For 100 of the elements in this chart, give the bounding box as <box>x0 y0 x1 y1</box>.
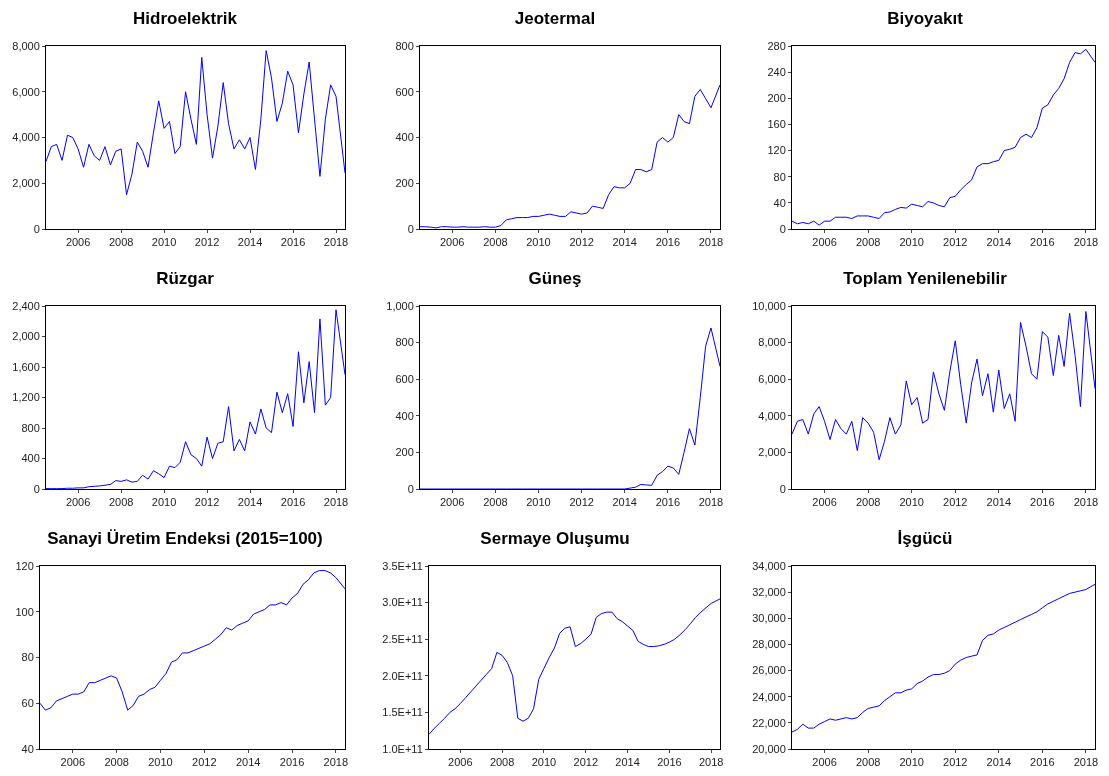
chart-title: Jeotermal <box>514 8 596 28</box>
y-tick-label: 2,400 <box>12 299 40 312</box>
x-tick-label: 2012 <box>943 496 968 509</box>
y-tick-label: 1,600 <box>12 360 40 373</box>
y-tick-label: 400 <box>395 131 414 144</box>
y-tick-label: 800 <box>395 336 414 349</box>
x-tick-label: 2006 <box>812 496 837 509</box>
y-tick-label: 28,000 <box>752 638 786 651</box>
line-series <box>792 583 1095 733</box>
x-tick-label: 2006 <box>65 496 91 509</box>
y-tick-label: 34,000 <box>752 559 786 572</box>
x-tick-label: 2008 <box>855 236 881 249</box>
x-tick-label: 2014 <box>235 756 261 769</box>
y-tick-label: 200 <box>767 92 786 105</box>
y-tick-label: 600 <box>395 85 414 98</box>
line-series <box>429 598 720 735</box>
y-tick-label: 30,000 <box>752 612 786 625</box>
chart-title: İşgücü <box>897 528 953 548</box>
x-tick-label: 2018 <box>1073 756 1099 769</box>
x-tick-label: 2006 <box>812 756 837 769</box>
x-tick-label: 2008 <box>483 236 508 249</box>
y-tick-label: 80 <box>21 651 34 664</box>
x-tick-label: 2008 <box>855 496 881 509</box>
line-series <box>792 310 1095 461</box>
x-tick-label: 2018 <box>698 236 724 249</box>
y-tick-label: 2.0E+11 <box>382 669 423 682</box>
x-tick-label: 2014 <box>237 496 263 509</box>
y-tick-label: 1,000 <box>386 299 414 312</box>
y-tick-label: 2,000 <box>12 177 40 190</box>
y-tick-label: 4,000 <box>758 409 786 422</box>
y-tick-label: 0 <box>33 482 40 495</box>
x-tick-label: 2010 <box>151 496 177 509</box>
y-tick-label: 10,000 <box>752 299 786 312</box>
y-tick-label: 160 <box>767 118 786 131</box>
x-tick-label: 2016 <box>657 756 682 769</box>
x-tick-label: 2010 <box>148 756 173 769</box>
y-tick-label: 24,000 <box>752 690 786 703</box>
y-tick-label: 2.5E+11 <box>382 633 423 646</box>
x-tick-label: 2018 <box>699 756 724 769</box>
line-series <box>420 84 720 229</box>
x-tick-label: 2016 <box>280 236 306 249</box>
x-tick-label: 2006 <box>65 236 91 249</box>
x-tick-label: 2012 <box>569 236 594 249</box>
line-series <box>46 50 345 196</box>
chart-title: Hidroelektrik <box>133 8 238 28</box>
y-tick-label: 26,000 <box>752 664 786 677</box>
chart-title: Toplam Yenilenebilir <box>843 268 1008 288</box>
y-tick-label: 0 <box>33 222 40 235</box>
x-tick-label: 2016 <box>1030 756 1055 769</box>
x-tick-label: 2018 <box>698 496 724 509</box>
x-tick-label: 2006 <box>60 756 86 769</box>
x-tick-label: 2014 <box>615 756 640 769</box>
x-tick-label: 2016 <box>1030 496 1055 509</box>
x-tick-label: 2016 <box>280 496 306 509</box>
y-tick-label: 280 <box>767 39 786 52</box>
y-tick-label: 8,000 <box>12 39 40 52</box>
x-tick-label: 2018 <box>323 496 349 509</box>
x-tick-label: 2012 <box>192 756 217 769</box>
chart-title: Biyoyakıt <box>887 8 964 28</box>
x-tick-label: 2006 <box>439 236 465 249</box>
y-tick-label: 400 <box>395 409 414 422</box>
x-tick-label: 2018 <box>323 236 349 249</box>
y-tick-label: 0 <box>779 222 786 235</box>
x-tick-label: 2012 <box>194 496 220 509</box>
chart-title: Güneş <box>528 268 582 288</box>
y-tick-label: 6,000 <box>12 85 40 98</box>
y-tick-label: 80 <box>773 170 786 183</box>
line-series <box>792 48 1095 226</box>
x-tick-label: 2018 <box>1073 496 1099 509</box>
y-tick-label: 6,000 <box>758 373 786 386</box>
x-tick-label: 2010 <box>526 236 551 249</box>
y-tick-label: 22,000 <box>752 716 786 729</box>
x-tick-label: 2014 <box>986 756 1012 769</box>
x-tick-label: 2010 <box>531 756 557 769</box>
x-tick-label: 2008 <box>483 496 508 509</box>
y-tick-label: 32,000 <box>752 585 786 598</box>
chart-title: Rüzgar <box>156 268 215 288</box>
x-tick-label: 2018 <box>1073 236 1099 249</box>
x-tick-label: 2010 <box>526 496 551 509</box>
y-tick-label: 1.0E+11 <box>382 742 423 755</box>
x-tick-label: 2016 <box>1030 236 1055 249</box>
y-tick-label: 40 <box>773 196 786 209</box>
x-tick-label: 2016 <box>279 756 305 769</box>
x-tick-label: 2008 <box>108 236 134 249</box>
x-tick-label: 2012 <box>573 756 599 769</box>
y-tick-label: 600 <box>395 373 414 386</box>
y-tick-label: 20,000 <box>752 742 786 755</box>
y-tick-label: 60 <box>21 697 34 710</box>
x-tick-label: 2006 <box>448 756 473 769</box>
y-tick-label: 0 <box>779 482 786 495</box>
x-tick-label: 2010 <box>899 756 924 769</box>
y-tick-label: 2,000 <box>12 330 40 343</box>
y-tick-label: 120 <box>15 559 34 572</box>
x-tick-label: 2012 <box>569 496 594 509</box>
x-tick-label: 2006 <box>812 236 837 249</box>
x-tick-label: 2014 <box>986 496 1012 509</box>
x-tick-label: 2012 <box>943 756 968 769</box>
x-tick-label: 2010 <box>899 496 924 509</box>
x-tick-label: 2014 <box>237 236 263 249</box>
y-tick-label: 3.5E+11 <box>382 559 423 572</box>
